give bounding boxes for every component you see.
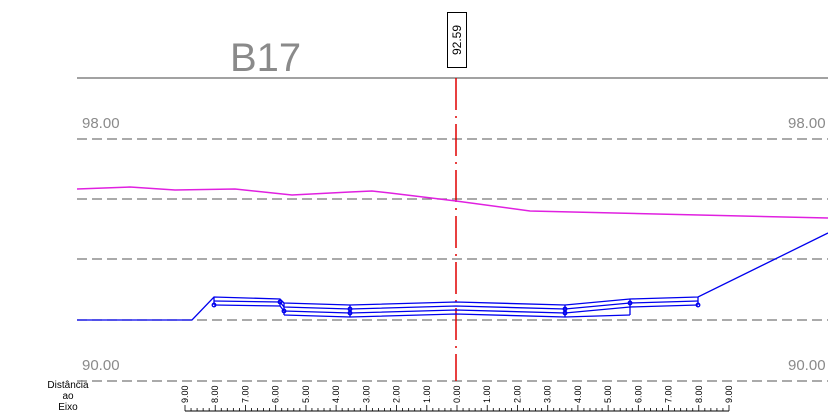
offset-axis-label: Distância ao Eixo: [44, 380, 92, 413]
ruler-tick-label: 1.00: [482, 385, 492, 403]
station-value: 92.59: [450, 24, 464, 56]
ruler-tick-label: 7.00: [240, 385, 250, 403]
ruler-tick-label: 5.00: [301, 385, 311, 403]
vertex-marker: [627, 300, 633, 306]
elevation-label-top-left: 98.00: [82, 115, 120, 132]
ruler-tick-label: 8.00: [694, 385, 704, 403]
vertex-marker: [347, 310, 353, 316]
offset-axis-label-line3: Eixo: [58, 402, 78, 413]
ruler-tick-label: 5.00: [603, 385, 613, 403]
terrain-profile-line: [76, 186, 828, 219]
ruler-tick-label: 2.00: [512, 385, 522, 403]
ruler-tick-label: 9.00: [180, 385, 190, 403]
vertex-marker: [277, 299, 283, 305]
ruler-tick-label: 1.00: [422, 385, 432, 403]
offset-axis-label-line2: ao: [62, 391, 74, 402]
road-section: [77, 232, 828, 321]
offset-ruler: 9.00 8.00 7.00 6.00 5.00 4.00 3.00 2.00 1.00 0.00…: [180, 385, 734, 412]
station-label-box: 92.59: [447, 12, 467, 68]
vertex-marker: [562, 310, 568, 316]
elevation-label-bottom-left: 90.00: [82, 357, 120, 374]
ruler-tick-label: 8.00: [210, 385, 220, 403]
ruler-tick-label: 2.00: [392, 385, 402, 403]
ruler-tick-label: 4.00: [331, 385, 341, 403]
vertex-marker: [211, 302, 217, 308]
section-title: B17: [230, 36, 302, 80]
ruler-tick-label: 3.00: [543, 385, 553, 403]
ruler-tick-label: 6.00: [271, 385, 281, 403]
ruler-tick-label: 7.00: [664, 385, 674, 403]
ruler-tick-label: 3.00: [361, 385, 371, 403]
vertex-marker: [695, 302, 701, 308]
ruler-tick-label: 6.00: [633, 385, 643, 403]
base-layer-line: [213, 300, 699, 310]
ruler-tick-label: 4.00: [573, 385, 583, 403]
elevation-label-top-right: 98.00: [788, 115, 826, 132]
elevation-label-bottom-right: 90.00: [788, 357, 826, 374]
ruler-tick-label: 9.00: [724, 385, 734, 403]
offset-axis-label-line1: Distância: [47, 380, 89, 391]
road-surface-line: [77, 232, 828, 321]
ruler-tick-label: 0.00: [452, 385, 462, 403]
vertex-marker: [281, 308, 287, 314]
subgrade-layer-line: [283, 313, 631, 318]
subbase-layer-line: [213, 304, 699, 314]
